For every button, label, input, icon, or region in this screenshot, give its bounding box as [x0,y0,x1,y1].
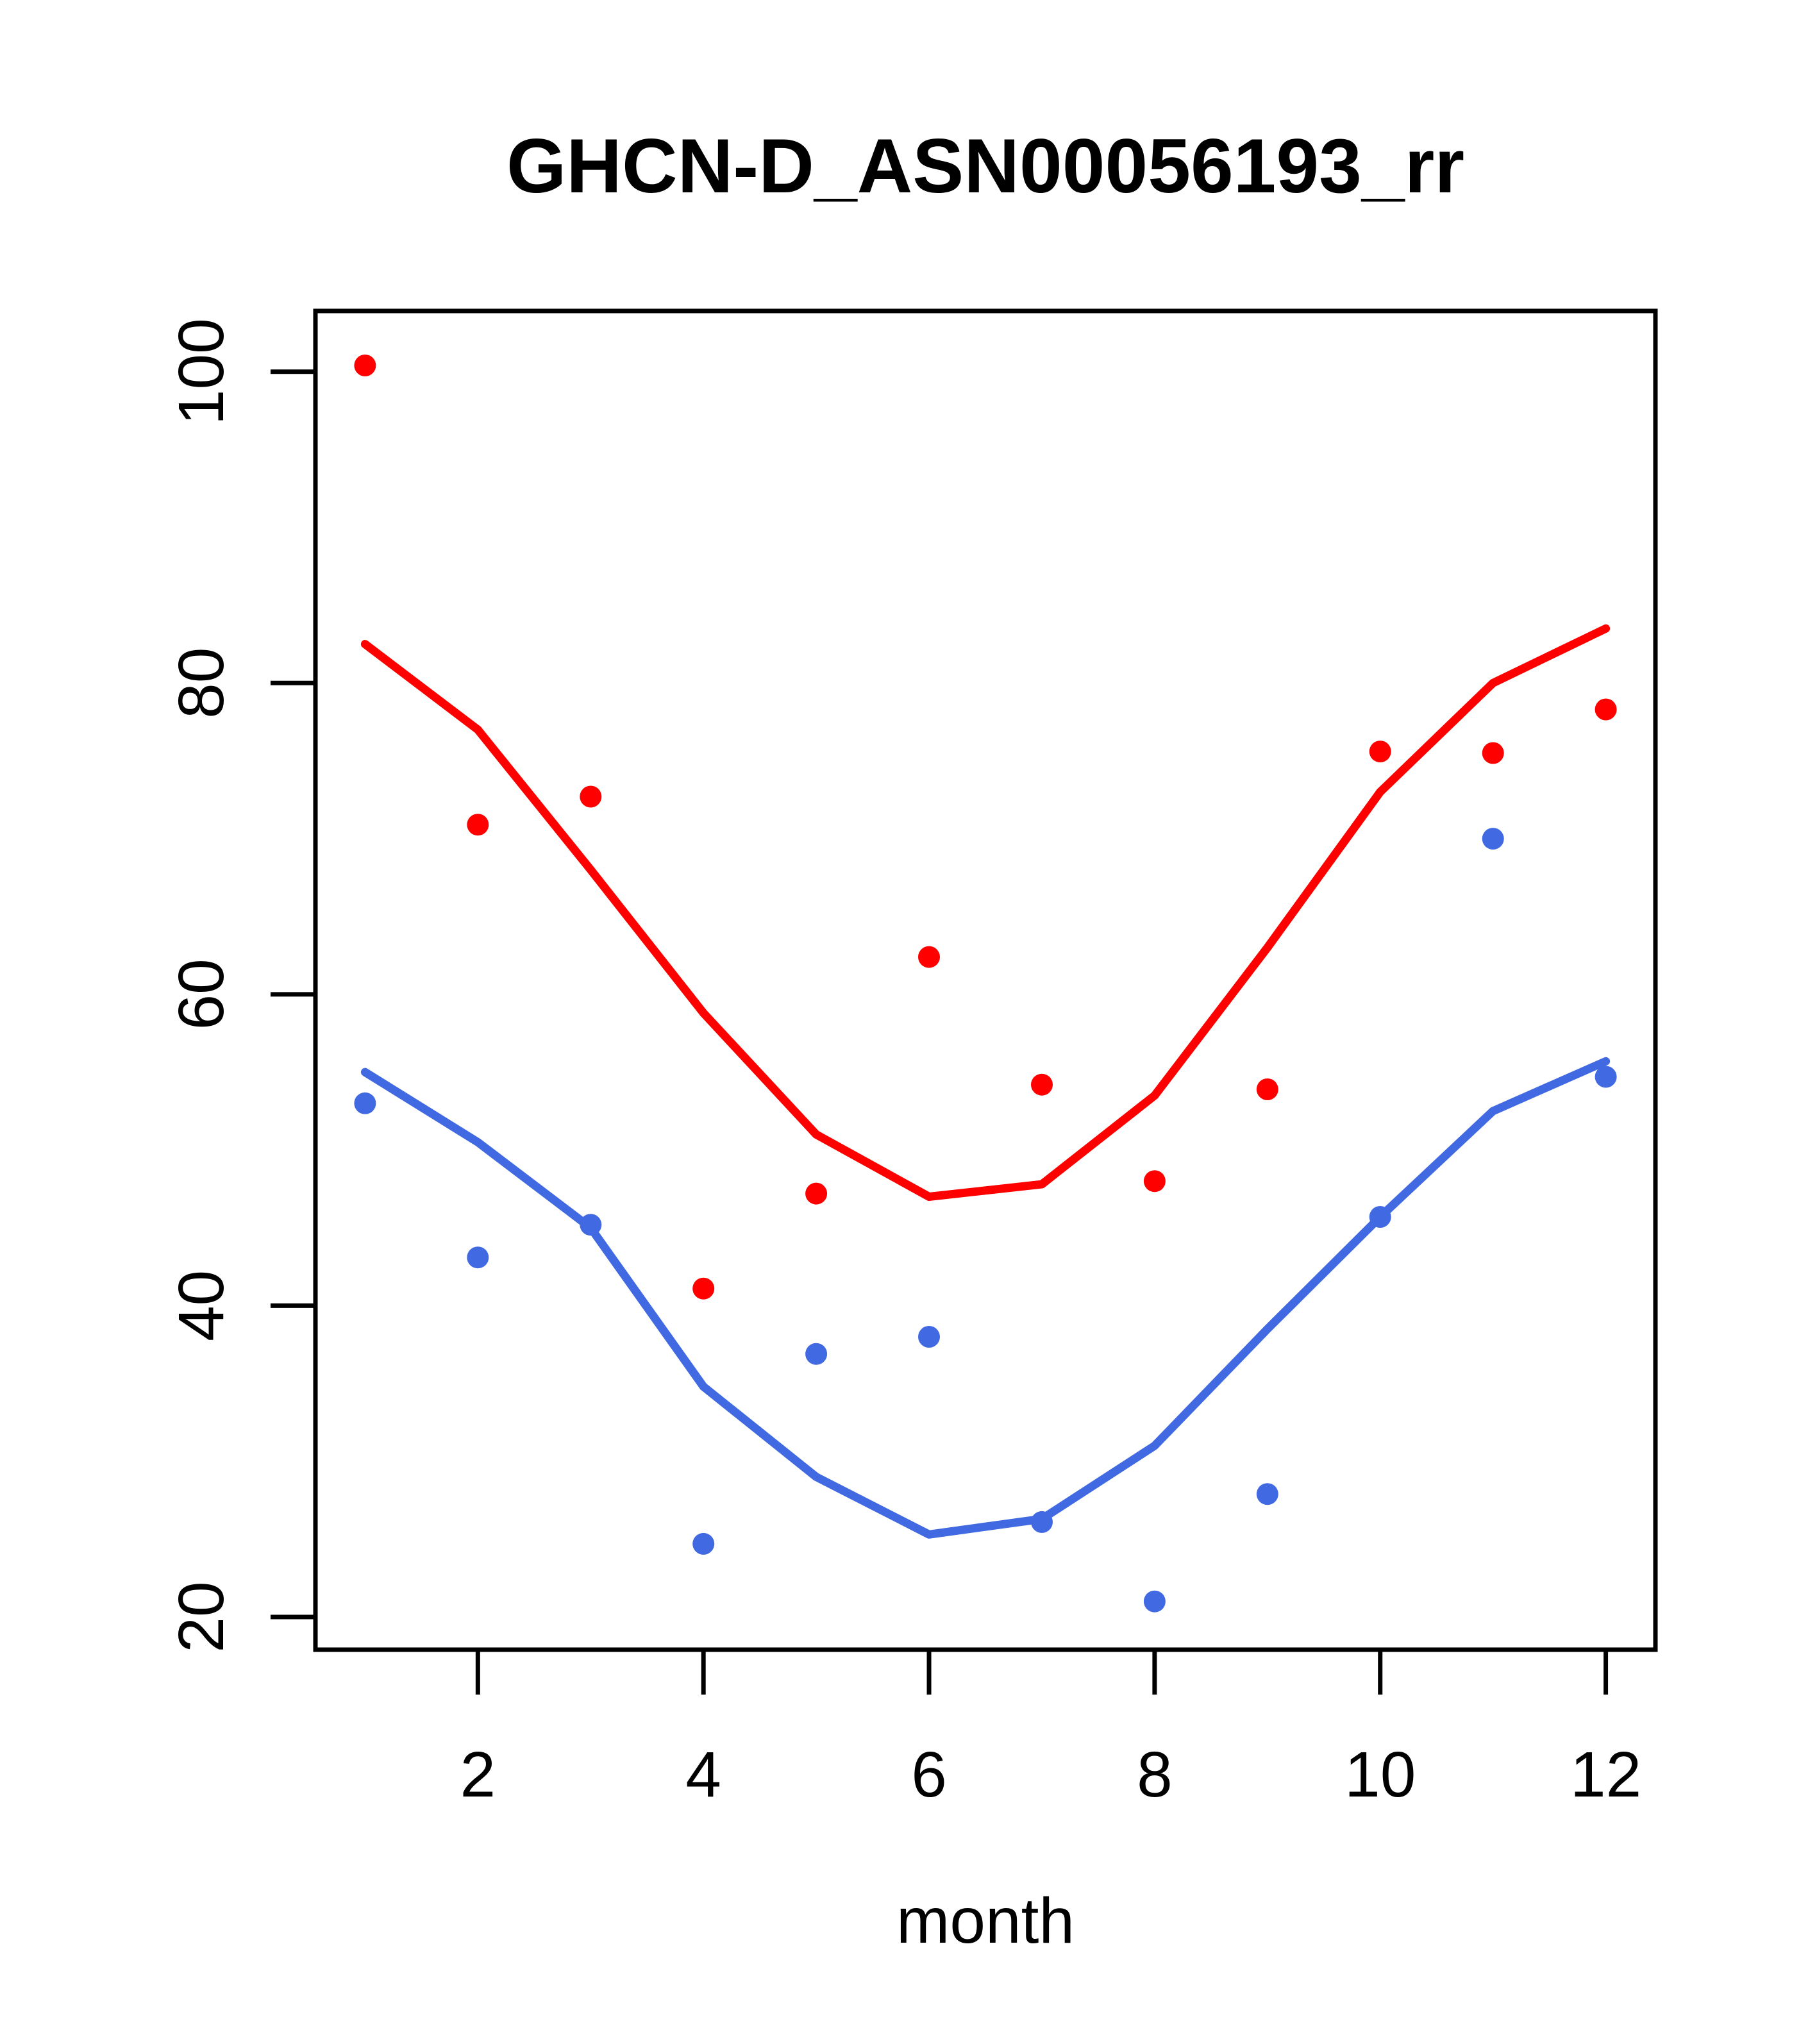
lower-points-m9 [1256,1483,1278,1505]
upper-points-m12 [1595,698,1617,721]
lower-points-m12 [1595,1066,1617,1088]
lower-smooth-line [360,1057,1611,1539]
x-tick-label-12: 12 [1570,1739,1641,1811]
data-points [354,355,1617,1613]
x-axis-ticks: 2 4 6 8 10 12 [460,1650,1641,1811]
lower-points-m6 [918,1326,940,1348]
upper-points-m7 [1031,1073,1053,1096]
y-tick-label-100: 100 [165,318,237,425]
lower-points-m4 [692,1532,715,1555]
x-tick-label-8: 8 [1137,1739,1173,1811]
upper-smooth-line [360,624,1611,1201]
upper-points-m3 [580,785,602,808]
upper-points-m6 [918,946,940,968]
lower-points-m7 [1031,1511,1053,1533]
y-tick-label-40: 40 [165,1270,237,1341]
upper-points-m11 [1482,742,1504,764]
x-axis-title: month [896,1885,1075,1957]
plot-box [313,308,1658,1652]
upper-points-m9 [1256,1078,1278,1100]
upper-points-m8 [1143,1170,1166,1193]
lower-points-m11 [1482,828,1504,850]
upper-points-m2 [467,814,489,836]
upper-points-m5 [805,1182,828,1205]
y-tick-label-20: 20 [165,1581,237,1652]
lower-points-m5 [805,1343,828,1365]
lower-points-m3 [580,1214,602,1236]
upper-points-m1 [354,355,376,376]
y-tick-label-80: 80 [165,648,237,719]
lower-points-m10 [1369,1206,1391,1228]
upper-points-m4 [692,1277,715,1300]
chart-title: GHCN-D_ASN00056193_rr [507,123,1464,209]
x-tick-label-10: 10 [1344,1739,1416,1811]
upper-points-m10 [1369,741,1391,763]
x-tick-label-6: 6 [911,1739,947,1811]
lower-points-m2 [467,1246,489,1269]
y-tick-label-60: 60 [165,959,237,1030]
lower-points-m8 [1143,1590,1166,1613]
lower-points-m1 [354,1092,376,1114]
y-axis-ticks: 20 40 60 80 100 [165,318,315,1653]
x-tick-label-2: 2 [460,1739,496,1811]
smooth-lines [360,624,1611,1539]
x-tick-label-4: 4 [685,1739,721,1811]
